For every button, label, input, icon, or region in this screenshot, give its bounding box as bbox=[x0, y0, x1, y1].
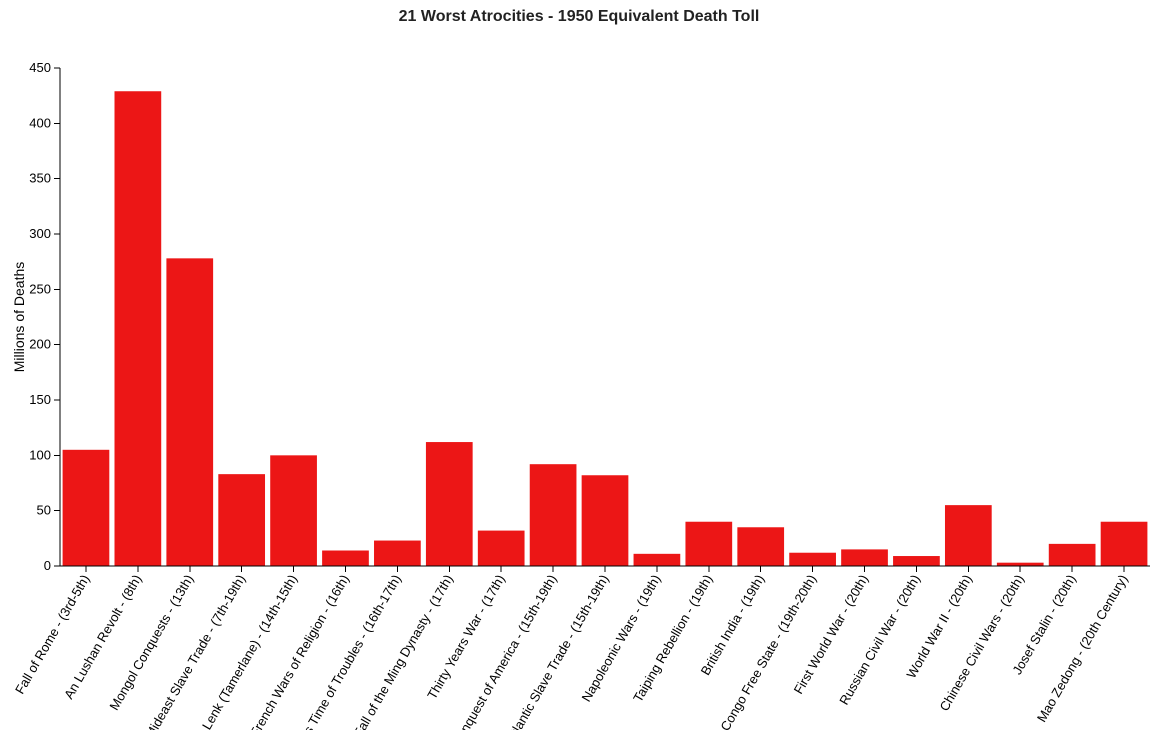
x-tick-label: French Wars of Religion - (16th) bbox=[247, 572, 352, 730]
x-tick-label: Fall of the Ming Dynasty - (17th) bbox=[350, 572, 455, 730]
bar bbox=[114, 91, 162, 567]
y-tick-label: 450 bbox=[29, 60, 51, 75]
bar bbox=[477, 530, 525, 566]
x-tick-label: Mao Zedong - (20th Century) bbox=[1034, 572, 1131, 725]
x-axis: Fall of Rome - (3rd-5th)An Lushan Revolt… bbox=[12, 565, 1150, 730]
y-tick-label: 50 bbox=[37, 503, 51, 518]
bar bbox=[62, 449, 110, 566]
bar bbox=[218, 474, 266, 566]
y-axis-label: Millions of Deaths bbox=[11, 262, 27, 373]
y-tick-label: 250 bbox=[29, 281, 51, 296]
y-tick-label: 100 bbox=[29, 447, 51, 462]
bar bbox=[374, 540, 421, 566]
x-tick-label: Mideast Slave Trade - (7th-19th) bbox=[142, 572, 248, 730]
bar bbox=[166, 258, 214, 566]
y-tick-label: 0 bbox=[44, 558, 51, 573]
bar bbox=[685, 521, 733, 566]
bar bbox=[425, 442, 473, 566]
bar bbox=[529, 464, 577, 566]
bar bbox=[322, 550, 369, 566]
bars-group bbox=[62, 91, 1148, 567]
bar bbox=[633, 553, 681, 566]
x-tick-label: Atlantic Slave Trade - (15th-19th) bbox=[503, 572, 611, 730]
x-tick-label: Congo Free State - (19th-20th) bbox=[717, 572, 819, 730]
y-tick-label: 200 bbox=[29, 337, 51, 352]
bar bbox=[944, 505, 992, 566]
y-tick-label: 400 bbox=[29, 115, 51, 130]
chart-title: 21 Worst Atrocities - 1950 Equivalent De… bbox=[399, 8, 760, 25]
y-tick-label: 300 bbox=[29, 226, 51, 241]
bar bbox=[737, 527, 785, 566]
bar bbox=[270, 455, 317, 566]
bar bbox=[581, 475, 629, 566]
y-tick-label: 150 bbox=[29, 392, 51, 407]
bar bbox=[841, 549, 888, 566]
bar bbox=[1100, 521, 1148, 566]
y-tick-label: 350 bbox=[29, 171, 51, 186]
bar bbox=[1048, 543, 1096, 566]
y-axis: 0 50 100 150 200 250 300 350 400 450 bbox=[29, 60, 61, 573]
bar bbox=[996, 562, 1044, 566]
bar bbox=[789, 552, 836, 566]
bar bbox=[893, 556, 940, 566]
